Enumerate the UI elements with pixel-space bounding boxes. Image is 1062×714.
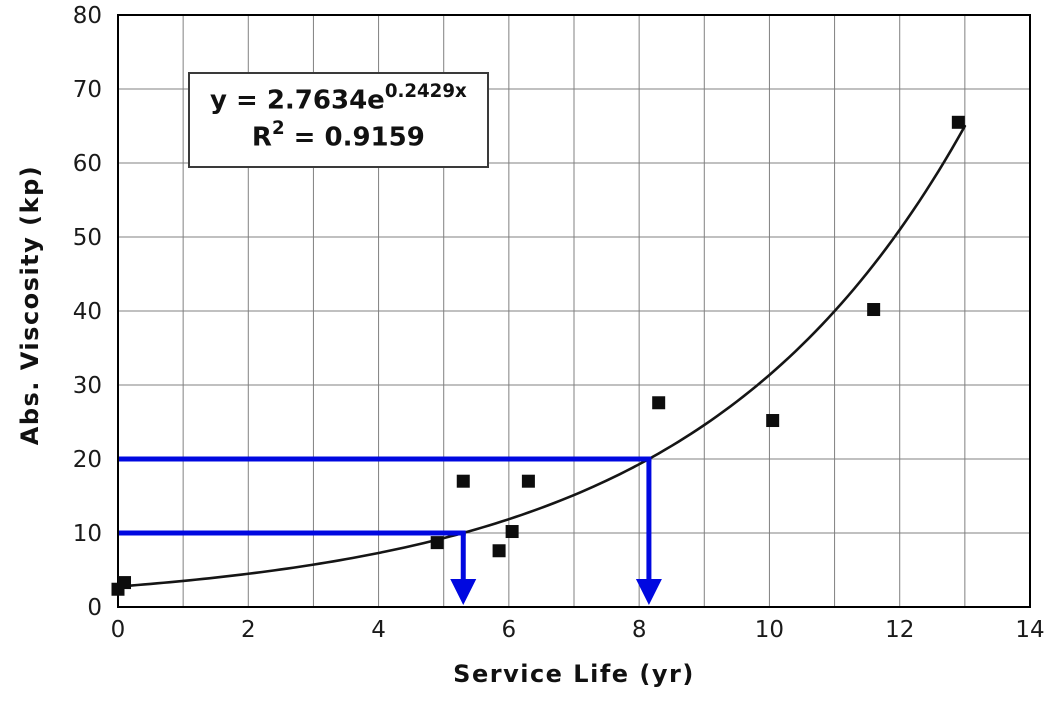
y-tick-label: 40 [73, 299, 102, 325]
data-point [118, 576, 132, 590]
data-point [492, 544, 506, 558]
r-squared-value: = 0.9159 [284, 122, 425, 153]
y-tick-label: 30 [73, 373, 102, 399]
equation-base: y = 2.7634e [210, 85, 385, 116]
y-tick-label: 10 [73, 521, 102, 547]
x-tick-label: 8 [632, 617, 647, 643]
guide-arrowhead-down [635, 579, 662, 605]
data-point [867, 303, 881, 317]
x-tick-label: 14 [1015, 617, 1044, 643]
data-point [456, 474, 470, 488]
x-tick-label: 6 [502, 617, 517, 643]
guide-arrowhead-down [450, 579, 477, 605]
r-squared-sup: 2 [271, 117, 285, 139]
y-tick-label: 20 [73, 447, 102, 473]
y-axis-title: Abs. Viscosity (kp) [16, 164, 44, 446]
equation-line-2: R2 = 0.9159 [210, 117, 467, 156]
equation-line-1: y = 2.7634e0.2429x [210, 81, 467, 119]
x-tick-label: 10 [755, 617, 784, 643]
r-squared-base: R [251, 122, 272, 153]
data-point [951, 115, 965, 129]
data-point [766, 414, 780, 428]
y-tick-label: 0 [87, 595, 102, 621]
plot-border [117, 14, 1031, 608]
x-tick-label: 2 [241, 617, 256, 643]
data-point [521, 474, 535, 488]
equation-exponent: 0.2429x [384, 81, 467, 102]
y-tick-label: 80 [73, 3, 102, 29]
x-tick-label: 0 [111, 617, 126, 643]
x-tick-label: 12 [885, 617, 914, 643]
x-axis-title: Service Life (yr) [453, 660, 695, 688]
y-tick-label: 70 [73, 77, 102, 103]
data-point [652, 396, 666, 410]
data-point [430, 536, 444, 550]
y-tick-label: 60 [73, 151, 102, 177]
y-tick-label: 50 [73, 225, 102, 251]
trendline-curve [116, 124, 967, 588]
data-point [505, 525, 519, 539]
x-tick-label: 4 [371, 617, 386, 643]
trendline-equation-box: y = 2.7634e0.2429x R2 = 0.9159 [188, 72, 489, 168]
